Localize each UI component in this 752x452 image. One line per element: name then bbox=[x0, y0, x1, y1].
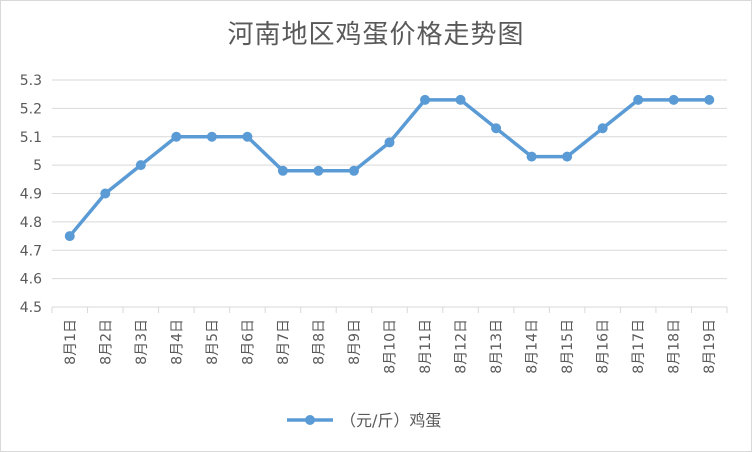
chart-title: 河南地区鸡蛋价格走势图 bbox=[227, 20, 525, 50]
series-line-path bbox=[68, 98, 710, 238]
x-tick-label: 8月4日 bbox=[169, 319, 185, 365]
x-tick-label: 8月1日 bbox=[63, 319, 79, 365]
legend-marker bbox=[305, 415, 315, 425]
y-tick-label: 5 bbox=[33, 158, 42, 174]
y-tick-label: 5.1 bbox=[20, 130, 42, 146]
x-tick-label: 8月12日 bbox=[454, 319, 470, 374]
data-point bbox=[171, 131, 182, 142]
x-tick-label: 8月14日 bbox=[525, 319, 541, 374]
data-point bbox=[100, 188, 111, 199]
x-tick-label: 8月11日 bbox=[418, 319, 434, 374]
y-tick-label: 4.5 bbox=[20, 300, 42, 316]
data-point bbox=[491, 123, 502, 134]
data-point bbox=[313, 165, 324, 176]
data-point bbox=[64, 231, 75, 242]
data-point bbox=[597, 123, 608, 134]
x-tick-label: 8月19日 bbox=[702, 319, 718, 374]
series-line bbox=[64, 94, 715, 242]
data-point bbox=[526, 151, 537, 162]
data-point bbox=[277, 165, 288, 176]
y-tick-label: 4.7 bbox=[20, 243, 42, 259]
x-tick-label: 8月9日 bbox=[347, 319, 363, 365]
data-point bbox=[455, 94, 466, 105]
x-tick-label: 8月2日 bbox=[98, 319, 114, 365]
x-tick-label: 8月17日 bbox=[631, 319, 647, 374]
data-point bbox=[135, 160, 146, 171]
y-tick-label: 4.9 bbox=[20, 187, 42, 203]
gridlines bbox=[51, 79, 728, 313]
x-tick-label: 8月15日 bbox=[560, 319, 576, 374]
data-point bbox=[562, 151, 573, 162]
x-tick-label: 8月10日 bbox=[383, 319, 399, 374]
data-point bbox=[420, 94, 431, 105]
x-tick-labels: 8月1日 8月2日 8月3日 8月4日 8月5日 8月6日 8月7日 8月8日 8月9日 8月10… bbox=[63, 319, 718, 374]
y-tick-labels: 4.5 4.6 4.7 4.8 4.9 5 5.1 5.2 5.3 bbox=[20, 73, 42, 316]
data-point bbox=[704, 94, 715, 105]
y-tick-label: 5.3 bbox=[20, 73, 42, 89]
y-tick-label: 4.8 bbox=[20, 215, 42, 231]
y-tick-label: 5.2 bbox=[20, 101, 42, 117]
x-tick-label: 8月8日 bbox=[311, 319, 327, 365]
y-tick-label: 4.6 bbox=[20, 272, 42, 288]
x-tick-label: 8月18日 bbox=[667, 319, 683, 374]
data-point bbox=[633, 94, 644, 105]
data-point bbox=[242, 131, 253, 142]
data-point bbox=[348, 165, 359, 176]
x-tick-label: 8月6日 bbox=[240, 319, 256, 365]
data-point bbox=[668, 94, 679, 105]
legend-label: （元/斤）鸡蛋 bbox=[340, 411, 441, 430]
data-point bbox=[384, 137, 395, 148]
x-tick-label: 8月5日 bbox=[205, 319, 221, 365]
x-tick-label: 8月13日 bbox=[489, 319, 505, 374]
x-tick-label: 8月7日 bbox=[276, 319, 292, 365]
x-tick-label: 8月16日 bbox=[596, 319, 612, 374]
legend: （元/斤）鸡蛋 bbox=[287, 411, 441, 430]
data-point bbox=[206, 131, 217, 142]
x-tick-label: 8月3日 bbox=[134, 319, 150, 365]
